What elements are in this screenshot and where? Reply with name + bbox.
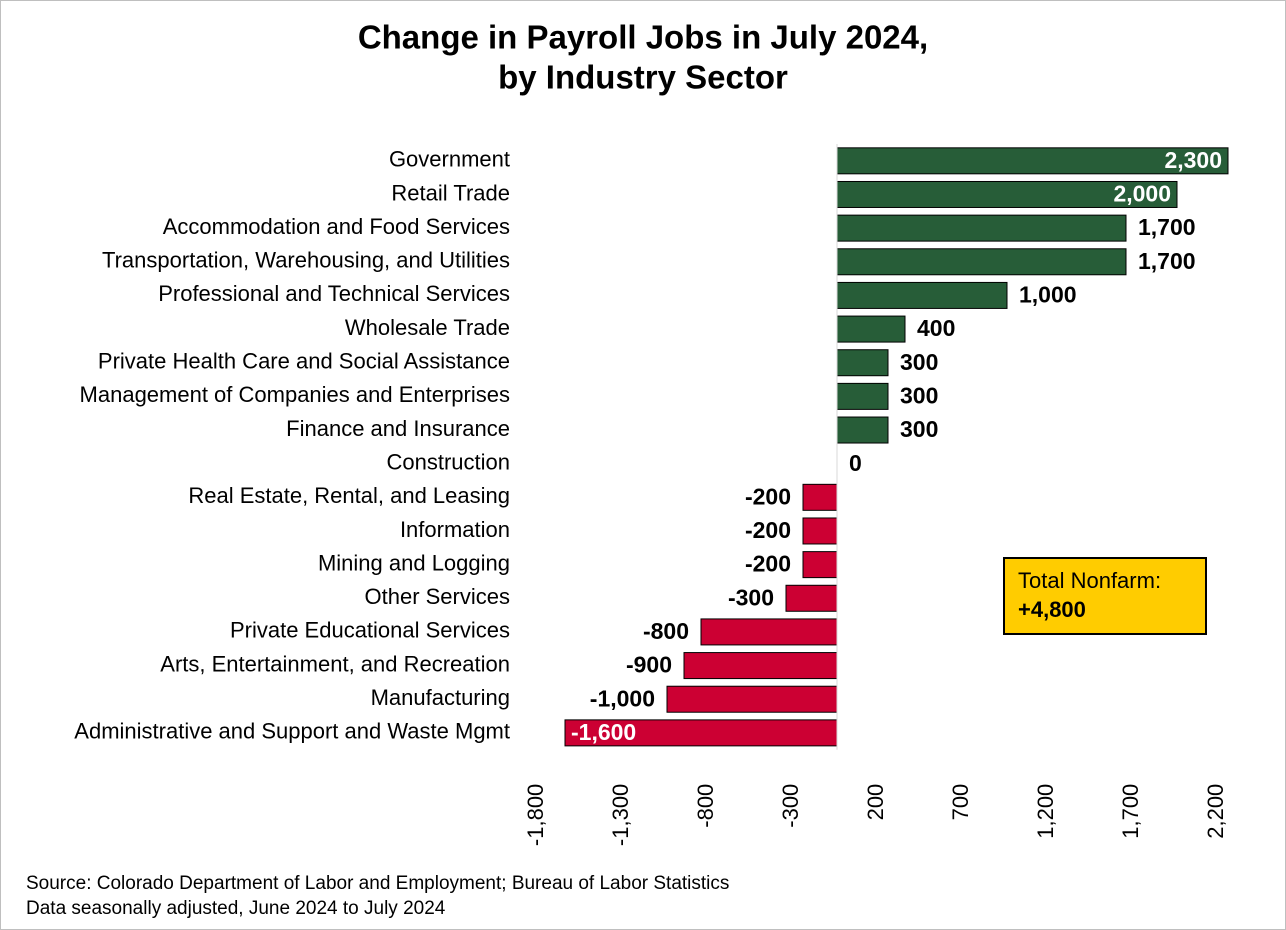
value-label: -1,000 [590, 685, 655, 711]
chart-title: Change in Payroll Jobs in July 2024, [358, 19, 928, 56]
bar [683, 652, 838, 680]
category-label: Finance and Insurance [286, 416, 510, 441]
bar [836, 180, 1178, 208]
bar [785, 584, 838, 612]
category-label: Transportation, Warehousing, and Utiliti… [102, 248, 510, 273]
value-label: -200 [745, 483, 791, 509]
category-label: Wholesale Trade [345, 315, 510, 340]
bar [700, 618, 838, 646]
bar [836, 416, 889, 444]
bar [836, 281, 1008, 309]
source: Source: Colorado Department of Labor and… [26, 873, 729, 894]
value-label: 300 [900, 382, 938, 408]
value-label: -200 [745, 551, 791, 577]
category-label: Government [389, 147, 510, 172]
category-label: Private Health Care and Social Assistanc… [98, 349, 510, 374]
value-label: -800 [643, 618, 689, 644]
x-tick-label: 200 [863, 784, 888, 821]
value-label: -300 [728, 584, 774, 610]
category-label: Accommodation and Food Services [163, 214, 510, 239]
value-label: -1,600 [571, 719, 636, 745]
annotation: +4,800 [1018, 597, 1086, 622]
bar [836, 382, 889, 410]
category-label: Management of Companies and Enterprises [80, 382, 510, 407]
category-label: Manufacturing [371, 685, 510, 710]
bar [836, 349, 889, 377]
x-tick-label: 1,200 [1033, 784, 1058, 839]
annotation: Total Nonfarm: [1018, 568, 1161, 593]
value-label: 2,300 [1164, 147, 1222, 173]
category-label: Private Educational Services [230, 618, 510, 643]
x-tick-label: -1,800 [523, 784, 548, 846]
value-label: 400 [917, 315, 955, 341]
bar [802, 551, 838, 579]
value-label: 1,000 [1019, 282, 1077, 308]
value-label: 2,000 [1113, 181, 1171, 207]
x-tick-label: -300 [778, 784, 803, 828]
bar [836, 248, 1127, 276]
x-tick-label: 700 [948, 784, 973, 821]
annotation-box [1003, 557, 1207, 635]
category-label: Real Estate, Rental, and Leasing [188, 483, 510, 508]
value-label: -900 [626, 652, 672, 678]
bar [666, 685, 838, 713]
x-tick-label: 2,200 [1203, 784, 1228, 839]
category-label: Retail Trade [391, 180, 510, 205]
bar [836, 315, 906, 343]
category-label: Administrative and Support and Waste Mgm… [74, 719, 510, 744]
bar [836, 147, 1229, 175]
category-label: Construction [386, 449, 510, 474]
category-label: Mining and Logging [318, 550, 510, 575]
category-label: Professional and Technical Services [158, 281, 510, 306]
bar [836, 214, 1127, 242]
x-tick-label: -1,300 [608, 784, 633, 846]
bar [802, 483, 838, 511]
value-label: 300 [900, 349, 938, 375]
chart-title: by Industry Sector [498, 59, 788, 96]
category-label: Other Services [365, 584, 511, 609]
x-tick-label: -800 [693, 784, 718, 828]
value-label: 300 [900, 416, 938, 442]
value-label: 0 [849, 450, 862, 476]
category-label: Arts, Entertainment, and Recreation [160, 651, 510, 676]
bar [802, 517, 838, 545]
value-label: -200 [745, 517, 791, 543]
x-tick-label: 1,700 [1118, 784, 1143, 839]
value-label: 1,700 [1138, 214, 1196, 240]
category-label: Information [400, 517, 510, 542]
source: Data seasonally adjusted, June 2024 to J… [26, 898, 446, 919]
value-label: 1,700 [1138, 248, 1196, 274]
